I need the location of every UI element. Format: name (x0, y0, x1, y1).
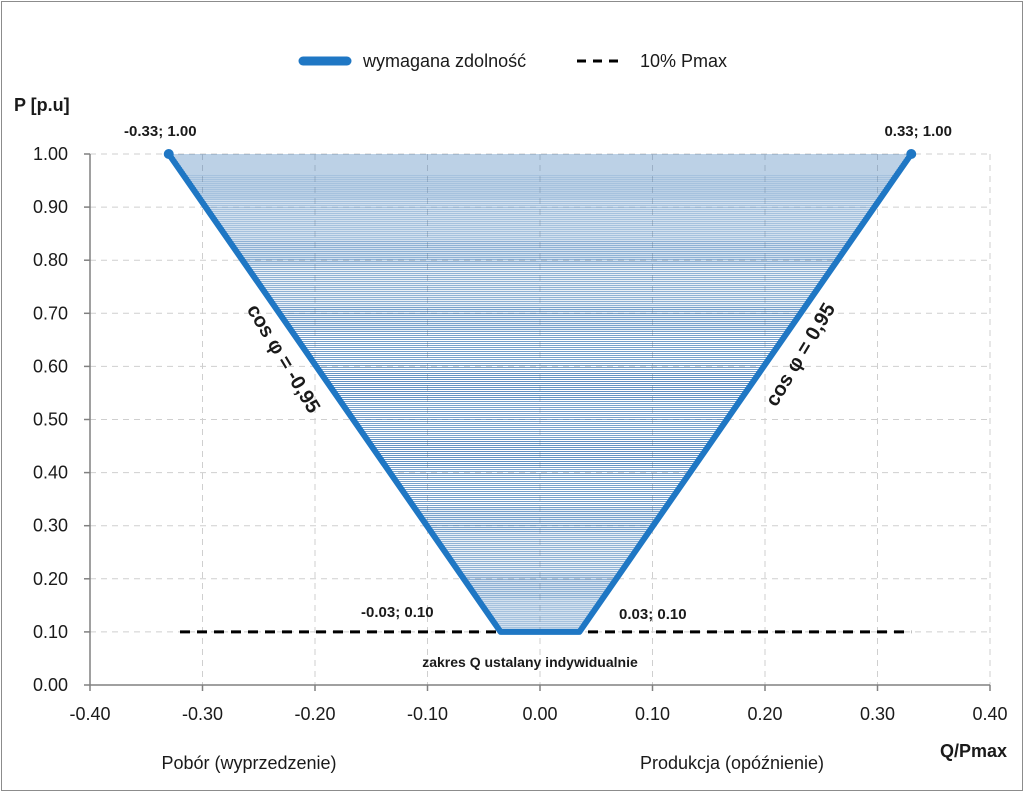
x-tick-label: -0.40 (69, 704, 110, 724)
y-tick-label: 0.50 (33, 410, 68, 430)
legend: wymagana zdolność 10% Pmax (298, 51, 727, 71)
point-label-bottom-right: 0.03; 0.10 (619, 606, 687, 623)
x-tick-label: 0.20 (747, 704, 782, 724)
x-tick-label: -0.20 (294, 704, 335, 724)
x-tick-label: -0.30 (182, 704, 223, 724)
y-tick-label: 0.20 (33, 569, 68, 589)
x-tick-label: 0.30 (860, 704, 895, 724)
left-side-caption: Pobór (wyprzedzenie) (161, 753, 336, 773)
q-range-note: zakres Q ustalany indywidualnie (422, 654, 638, 670)
y-tick-label: 0.30 (33, 516, 68, 536)
point-label-bottom-left: -0.03; 0.10 (361, 604, 434, 621)
y-tick-label: 0.70 (33, 303, 68, 323)
x-tick-label: 0.10 (635, 704, 670, 724)
y-axis-title: P [p.u] (14, 95, 70, 115)
x-axis-title: Q/Pmax (940, 741, 1007, 761)
capability-area-hatch (169, 154, 911, 633)
point-label-top-right: 0.33; 1.00 (884, 123, 952, 140)
point-label-top-left: -0.33; 1.00 (124, 123, 197, 140)
y-tick-label: 0.60 (33, 356, 68, 376)
y-tick-label: 0.10 (33, 622, 68, 642)
x-tick-label: 0.40 (972, 704, 1007, 724)
y-tick-label: 0.90 (33, 197, 68, 217)
axes (84, 153, 991, 691)
x-tick-label: 0.00 (522, 704, 557, 724)
series-line-required-capability (166, 152, 914, 635)
y-tick-label: 0.40 (33, 463, 68, 483)
legend-label-required-capability: wymagana zdolność (362, 51, 526, 71)
y-tick-label: 0.00 (33, 675, 68, 695)
series-point-marker (163, 149, 174, 159)
y-tick-label: 1.00 (33, 144, 68, 164)
tick-labels: -0.40 -0.30 -0.20 -0.10 0.00 0.10 0.20 0.30 0.40… (33, 144, 1008, 724)
right-side-caption: Produkcja (opóźnienie) (640, 753, 824, 773)
x-tick-label: -0.10 (407, 704, 448, 724)
series-point-marker (906, 149, 917, 159)
y-tick-label: 0.80 (33, 250, 68, 270)
legend-label-10pct-pmax: 10% Pmax (640, 51, 727, 71)
series-lines (163, 149, 917, 635)
